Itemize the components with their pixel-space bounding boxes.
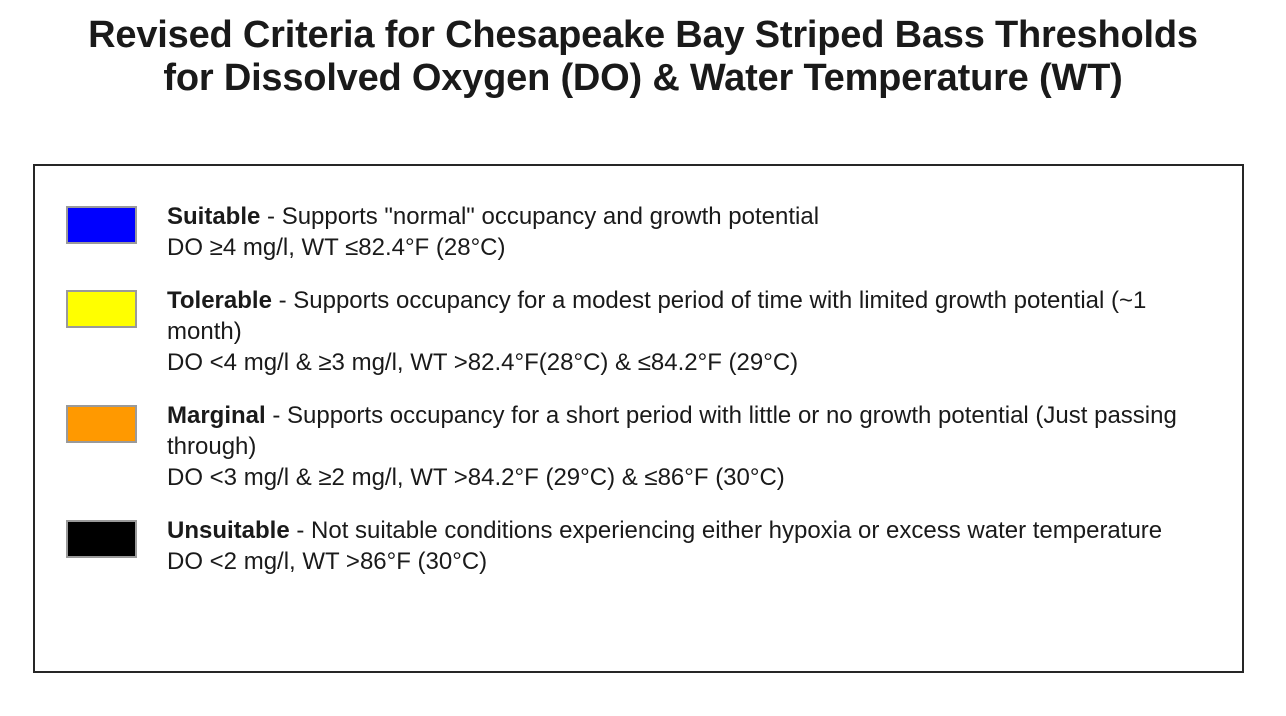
legend-entry-name: Unsuitable bbox=[167, 517, 290, 544]
legend-entry-text: Unsuitable - Not suitable conditions exp… bbox=[167, 515, 1224, 577]
legend-entry-description: Marginal - Supports occupancy for a shor… bbox=[167, 400, 1224, 462]
legend-list: Suitable - Supports "normal" occupancy a… bbox=[66, 201, 1224, 577]
legend-entry-unsuitable: Unsuitable - Not suitable conditions exp… bbox=[66, 515, 1224, 577]
legend-entry-separator: - bbox=[265, 402, 288, 429]
legend-entry-name: Tolerable bbox=[167, 287, 272, 314]
legend-entry-suitable: Suitable - Supports "normal" occupancy a… bbox=[66, 201, 1224, 263]
legend-entry-marginal: Marginal - Supports occupancy for a shor… bbox=[66, 400, 1224, 493]
legend-panel: Suitable - Supports "normal" occupancy a… bbox=[33, 164, 1244, 673]
page-title-line-2: for Dissolved Oxygen (DO) & Water Temper… bbox=[163, 57, 1123, 99]
legend-entry-separator: - bbox=[271, 287, 294, 314]
legend-entry-description: Tolerable - Supports occupancy for a mod… bbox=[167, 285, 1224, 347]
legend-entry-desc: Supports occupancy for a modest period o… bbox=[167, 287, 1147, 345]
unsuitable-color-swatch bbox=[66, 520, 137, 558]
legend-entry-text: Marginal - Supports occupancy for a shor… bbox=[167, 400, 1224, 493]
legend-entry-detail: DO <3 mg/l & ≥2 mg/l, WT >84.2°F (29°C) … bbox=[167, 464, 785, 491]
tolerable-color-swatch bbox=[66, 290, 137, 328]
legend-entry-text: Tolerable - Supports occupancy for a mod… bbox=[167, 285, 1224, 378]
legend-entry-detail: DO <2 mg/l, WT >86°F (30°C) bbox=[167, 548, 488, 575]
page-title-line-1: Revised Criteria for Chesapeake Bay Stri… bbox=[88, 14, 1198, 56]
legend-entry-tolerable: Tolerable - Supports occupancy for a mod… bbox=[66, 285, 1224, 378]
legend-entry-name: Marginal bbox=[167, 402, 266, 429]
legend-entry-separator: - bbox=[260, 203, 282, 230]
page-title: Revised Criteria for Chesapeake Bay Stri… bbox=[0, 14, 1286, 100]
legend-entry-name: Suitable bbox=[167, 203, 261, 230]
legend-entry-desc: Not suitable conditions experiencing eit… bbox=[311, 517, 1163, 544]
suitable-color-swatch bbox=[66, 206, 137, 244]
legend-entry-desc: Supports "normal" occupancy and growth p… bbox=[281, 203, 820, 230]
legend-entry-text: Suitable - Supports "normal" occupancy a… bbox=[167, 201, 1224, 263]
marginal-color-swatch bbox=[66, 405, 137, 443]
legend-entry-description: Unsuitable - Not suitable conditions exp… bbox=[167, 515, 1224, 546]
legend-entry-detail: DO <4 mg/l & ≥3 mg/l, WT >82.4°F(28°C) &… bbox=[167, 349, 799, 376]
legend-entry-description: Suitable - Supports "normal" occupancy a… bbox=[167, 201, 1224, 232]
legend-entry-detail: DO ≥4 mg/l, WT ≤82.4°F (28°C) bbox=[167, 234, 506, 261]
legend-entry-desc: Supports occupancy for a short period wi… bbox=[167, 402, 1177, 460]
legend-entry-separator: - bbox=[289, 517, 312, 544]
